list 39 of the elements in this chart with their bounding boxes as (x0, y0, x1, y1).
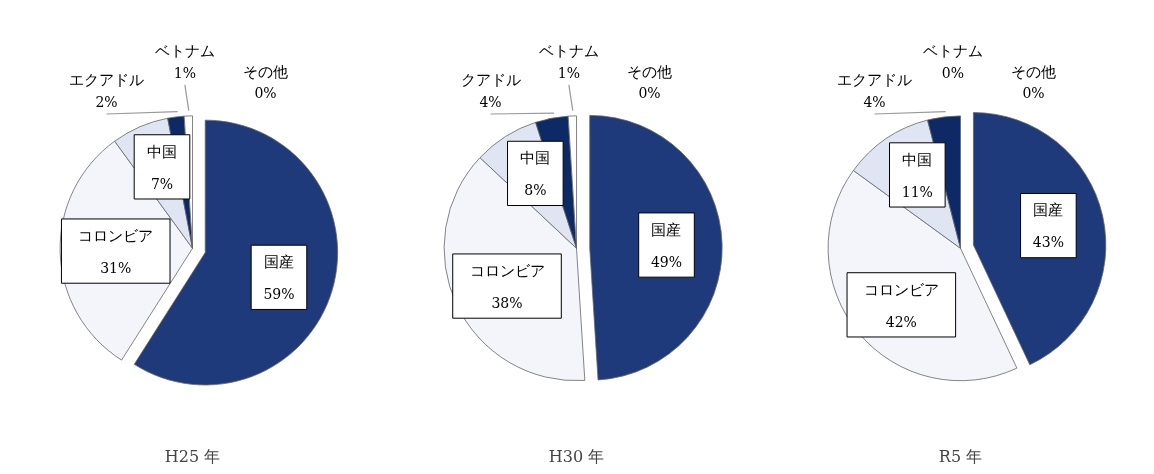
category-label: その他 (243, 62, 288, 81)
slice-label: コロンビア (863, 280, 939, 299)
text: H30 年 (548, 446, 605, 466)
slice-label: コロンビア (469, 261, 545, 280)
slice-label: 中国 (520, 149, 551, 168)
data-label: 1% (557, 64, 580, 81)
slice-label: 国産 (651, 220, 682, 239)
data-label: 8% (524, 182, 547, 199)
data-label: 43% (1032, 234, 1064, 251)
data-label: 2% (95, 93, 118, 110)
slice-label: 中国 (147, 142, 177, 161)
data-label: 42% (885, 313, 917, 330)
slice-label: ベトナム (538, 42, 599, 61)
slice-label: 国産 (263, 253, 294, 272)
slice-label: ベトナム (154, 42, 215, 61)
text: 0% (941, 64, 964, 81)
data-label: 49% (650, 253, 683, 270)
data-label: 31% (100, 259, 132, 276)
data-label: 38% (491, 294, 523, 311)
slice-label: コロンビア (78, 226, 154, 245)
text: R5 年 (938, 446, 983, 466)
data-label: 11% (901, 183, 933, 200)
data-label: 7% (150, 175, 174, 192)
text: 0% (1022, 84, 1045, 101)
data-label: 59% (263, 286, 295, 303)
slice-label: エクアドル (69, 71, 145, 90)
text: 0% (254, 84, 277, 101)
category-label: その他 (627, 62, 672, 81)
data-label: 1% (173, 64, 196, 81)
data-label: 4% (863, 93, 886, 110)
category-label: その他 (1011, 62, 1056, 81)
text: H25 年 (164, 446, 221, 466)
category-label: ベトナム (922, 42, 983, 61)
slice-label: 中国 (902, 150, 933, 169)
slice-label: 国産 (1033, 201, 1064, 220)
text: 0% (638, 84, 661, 101)
slice-label: クアドル (460, 71, 521, 90)
data-label: 4% (479, 93, 502, 110)
slice-label: エクアドル (837, 71, 913, 90)
